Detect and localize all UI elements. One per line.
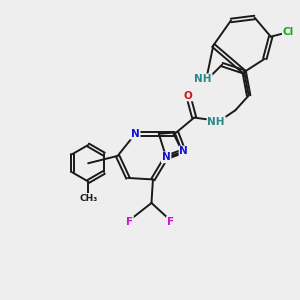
Text: N: N (179, 146, 188, 157)
Text: F: F (167, 217, 174, 226)
Text: F: F (126, 217, 133, 226)
Text: NH: NH (208, 117, 225, 127)
Text: O: O (184, 91, 193, 100)
Text: NH: NH (194, 74, 212, 84)
Text: Cl: Cl (283, 27, 294, 37)
Text: N: N (131, 129, 140, 139)
Text: CH₃: CH₃ (79, 194, 97, 203)
Text: N: N (162, 152, 171, 162)
